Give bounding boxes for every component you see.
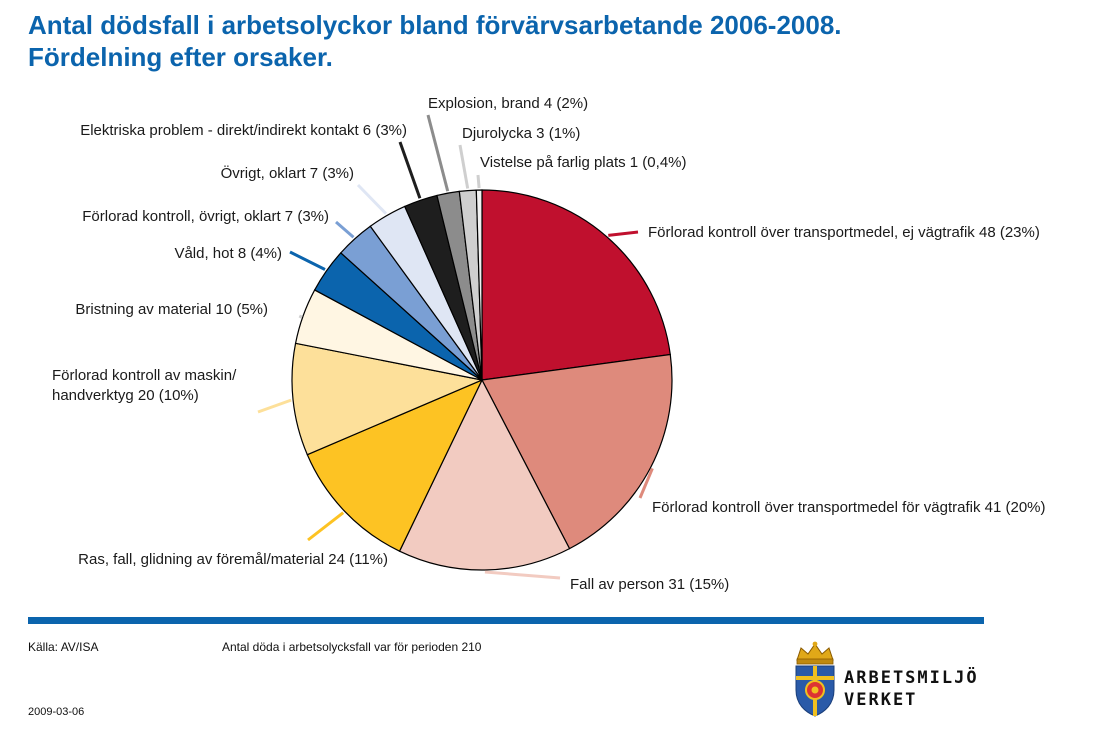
leader-line-12 [458, 144, 470, 189]
pie-chart: Förlorad kontroll över transportmedel, e… [52, 95, 1046, 593]
pie-slice-2 [481, 353, 673, 550]
slice-label-8: Förlorad kontroll, övrigt, oklart 7 (3%) [82, 208, 329, 225]
leader-line-8 [335, 220, 355, 239]
leader-lines [257, 114, 654, 580]
slice-label-12: Djurolycka 3 (1%) [462, 125, 580, 142]
slice-label-4: Ras, fall, glidning av föremål/material … [78, 551, 388, 568]
pie-slice-3 [398, 378, 571, 571]
leader-line-1 [608, 230, 639, 237]
leader-line-7 [289, 250, 326, 271]
leader-line-13 [476, 174, 481, 189]
slice-label-11: Explosion, brand 4 (2%) [428, 95, 588, 112]
slice-label-9: Övrigt, oklart 7 (3%) [221, 164, 354, 182]
leader-line-2 [638, 467, 654, 499]
slice-label-3: Fall av person 31 (15%) [570, 576, 729, 593]
agency-logo: ARBETSMILJÖ VERKET [792, 640, 1002, 720]
leader-line-11 [426, 114, 450, 192]
logo-line2: VERKET [844, 690, 918, 710]
date-stamp: 2009-03-06 [28, 706, 85, 718]
chart-title-line2: Fördelning efter orsaker. [28, 42, 333, 72]
chart-title-line1: Antal dödsfall i arbetsolyckor bland för… [28, 10, 842, 40]
total-note: Antal döda i arbetsolycksfall var för pe… [222, 640, 482, 654]
logo-line1: ARBETSMILJÖ [844, 668, 979, 688]
pie-slices [291, 189, 673, 571]
footer-divider [28, 617, 984, 624]
leader-line-3 [484, 570, 561, 580]
slice-label-5: Förlorad kontroll av maskin/handverktyg … [52, 367, 237, 404]
leader-line-10 [398, 141, 422, 199]
pie-slice-1 [481, 189, 671, 381]
slice-labels: Förlorad kontroll över transportmedel, e… [52, 95, 1046, 593]
logo-wordmark: ARBETSMILJÖ VERKET [844, 667, 979, 711]
leader-line-5 [257, 398, 292, 414]
chart-title: Antal dödsfall i arbetsolyckor bland för… [28, 9, 1098, 73]
slice-label-10: Elektriska problem - direkt/indirekt kon… [80, 122, 407, 139]
pie-slice-4 [306, 378, 484, 552]
slice-label-2: Förlorad kontroll över transportmedel fö… [652, 499, 1046, 516]
slice-label-6: Bristning av material 10 (5%) [75, 301, 268, 318]
leader-line-4 [307, 511, 345, 542]
pie-slice-13 [475, 189, 483, 381]
leader-line-9 [356, 183, 388, 215]
leader-line-6 [298, 314, 303, 319]
source-note: Källa: AV/ISA [28, 640, 99, 654]
crest-icon [795, 641, 835, 717]
slice-label-7: Våld, hot 8 (4%) [174, 245, 282, 262]
slice-label-1: Förlorad kontroll över transportmedel, e… [648, 224, 1040, 241]
slice-label-13: Vistelse på farlig plats 1 (0,4%) [480, 154, 687, 171]
